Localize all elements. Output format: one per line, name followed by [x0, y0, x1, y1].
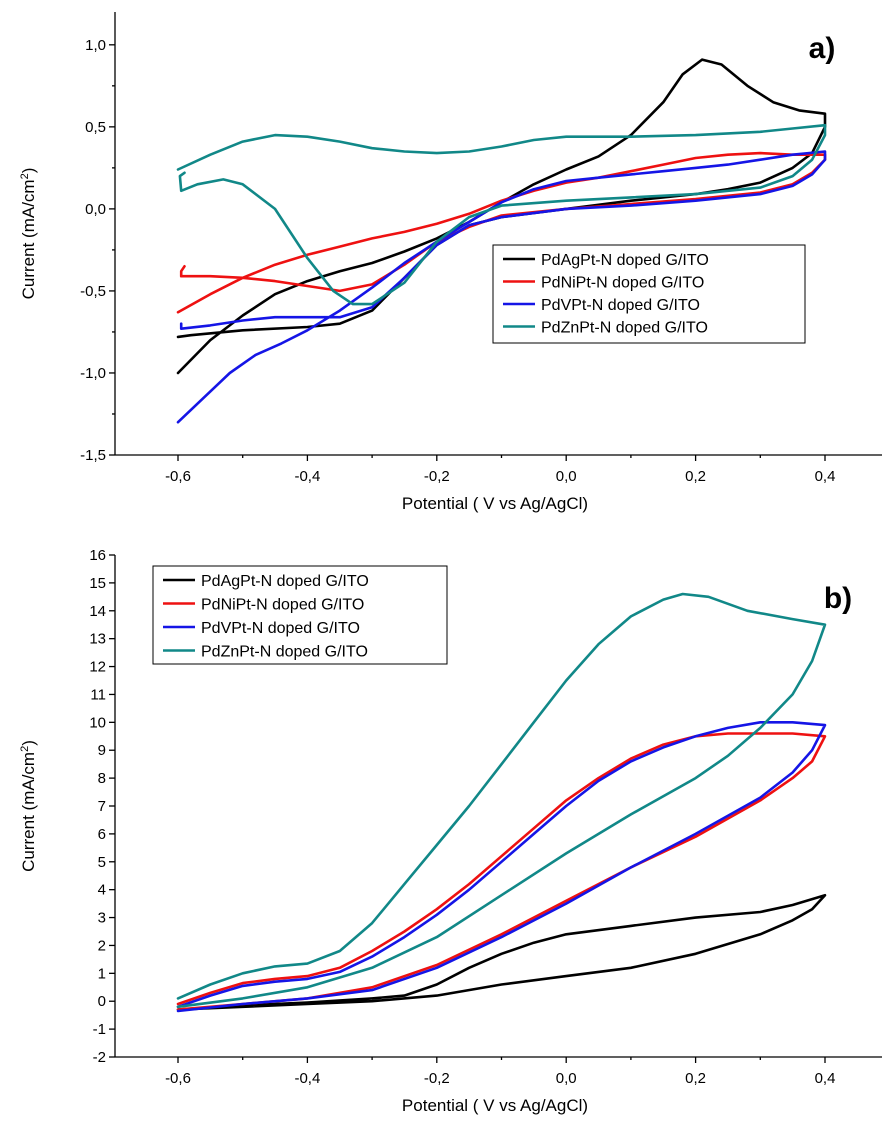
panel-a: -1,5 -1,0 -0,5 0,0 0,5 1,0 -0,6 -0,4 -0,2 0,0 0,2 0… — [19, 12, 882, 513]
legend-entry: PdNiPt-N doped G/ITO — [201, 597, 364, 614]
y-tick-label: 6 — [98, 826, 106, 843]
x-tick-label: 0,4 — [815, 1070, 836, 1087]
x-tick-label: 0,2 — [685, 1070, 706, 1087]
y-tick-label: 0,5 — [85, 119, 106, 136]
x-tick-label: -0,6 — [165, 1070, 191, 1087]
y-tick-label: 10 — [89, 714, 106, 731]
legend-entry: PdZnPt-N doped G/ITO — [541, 320, 708, 337]
series-line-4 — [176, 592, 827, 1009]
y-tick-label: -1,5 — [80, 447, 106, 464]
legend-entry: PdAgPt-N doped G/ITO — [201, 573, 369, 590]
x-axis-label: Potential ( V vs Ag/AgCl) — [402, 494, 588, 513]
y-tick-label: 4 — [98, 882, 106, 899]
y-tick-label: 8 — [98, 770, 106, 787]
panel-label: a) — [809, 32, 836, 65]
x-tick-label: 0,0 — [556, 1070, 577, 1087]
y-tick-label: 0 — [98, 993, 106, 1010]
legend-entry: PdNiPt-N doped G/ITO — [541, 275, 704, 292]
y-tick-label: 7 — [98, 798, 106, 815]
x-tick-label: -0,4 — [294, 468, 320, 485]
x-tick-label: -0,6 — [165, 468, 191, 485]
y-tick-label: 3 — [98, 910, 106, 927]
legend: PdAgPt-N doped G/ITO PdNiPt-N doped G/ITO… — [492, 244, 806, 344]
y-tick-label: 15 — [89, 575, 106, 592]
legend-entry: PdZnPt-N doped G/ITO — [201, 644, 368, 661]
y-tick-label: 12 — [89, 659, 106, 676]
series-line-3 — [176, 150, 827, 424]
legend-entry: PdVPt-N doped G/ITO — [541, 297, 700, 314]
x-tick-label: -0,4 — [294, 1070, 320, 1087]
y-tick-label: 1,0 — [85, 37, 106, 54]
y-tick-label: 9 — [98, 742, 106, 759]
x-tick-label: 0,4 — [815, 468, 836, 485]
y-tick-label: 0,0 — [85, 201, 106, 218]
x-tick-label: -0,2 — [424, 1070, 450, 1087]
x-tick-label: 0,0 — [556, 468, 577, 485]
y-tick-label: 11 — [90, 686, 106, 703]
legend: PdAgPt-N doped G/ITO PdNiPt-N doped G/ITO… — [152, 565, 448, 665]
y-tick-label: 1 — [98, 965, 106, 982]
panel-label: b) — [824, 582, 852, 615]
series-line-3 — [176, 721, 827, 1013]
x-tick-label: 0,2 — [685, 468, 706, 485]
y-tick-label: 2 — [98, 937, 106, 954]
x-tick-label: -0,2 — [424, 468, 450, 485]
series-line-4 — [176, 123, 827, 306]
y-axis-label: Current (mA/cm2) — [19, 168, 38, 300]
x-axis-label: Potential ( V vs Ag/AgCl) — [402, 1096, 588, 1115]
y-tick-label: 13 — [89, 631, 106, 648]
legend-entry: PdAgPt-N doped G/ITO — [541, 252, 709, 269]
y-tick-label: 5 — [98, 854, 106, 871]
y-tick-label: 16 — [89, 547, 106, 564]
y-tick-label: -1 — [93, 1021, 106, 1038]
legend-box — [152, 565, 448, 665]
series-line-2 — [176, 732, 827, 1011]
y-tick-label: -1,0 — [80, 365, 106, 382]
legend-box — [492, 244, 806, 344]
y-tick-label: 14 — [89, 603, 106, 620]
y-tick-label: -2 — [93, 1049, 106, 1066]
y-tick-label: -0,5 — [80, 283, 106, 300]
legend-entry: PdVPt-N doped G/ITO — [201, 620, 360, 637]
y-axis-label: Current (mA/cm2) — [19, 740, 38, 872]
series-line-1 — [176, 893, 827, 1011]
